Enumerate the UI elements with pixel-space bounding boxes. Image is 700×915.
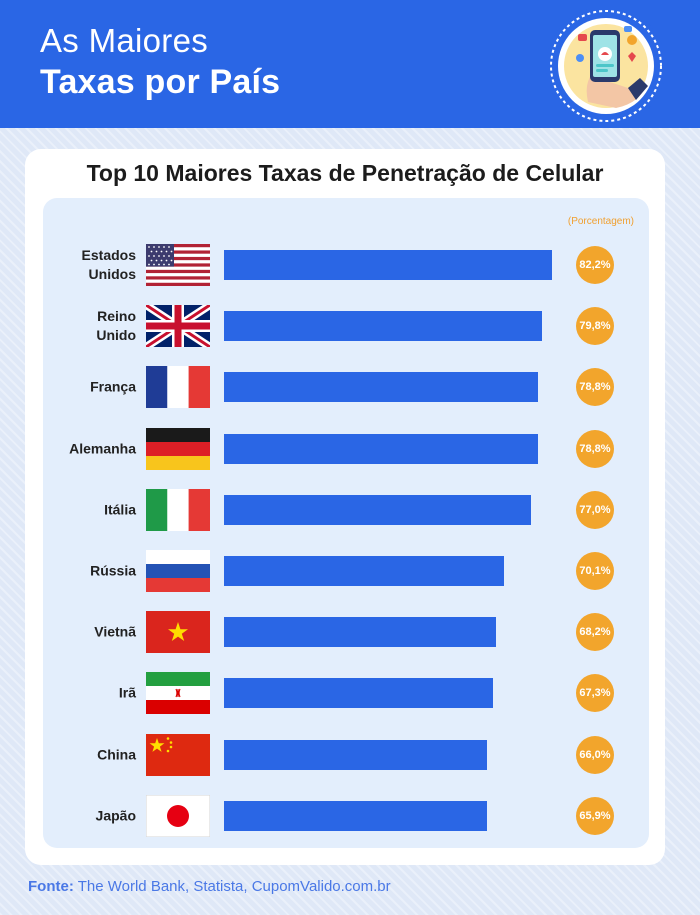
value-label: 82,2% [576, 246, 614, 284]
uk-flag-icon [143, 301, 213, 351]
bar [224, 494, 531, 525]
source-text: The World Bank, Statista, CupomValido.co… [77, 878, 391, 895]
header-title-line2: Taxas por País [40, 63, 281, 101]
category-label: Japão [50, 806, 136, 825]
header-banner: As Maiores Taxas por País [0, 0, 700, 128]
value-label: 66,0% [576, 735, 614, 774]
chart-title: Top 10 Maiores Taxas de Penetração de Ce… [86, 160, 604, 186]
bar [224, 617, 496, 648]
iran-flag-icon [146, 672, 210, 715]
category-label-line: Unidos [88, 266, 136, 282]
category-label-line: Japão [95, 807, 136, 824]
smartphone-hand-icon [546, 6, 666, 126]
category-label-line: Rússia [90, 562, 136, 579]
japan-flag-icon [145, 794, 211, 838]
category-label-line: Irã [118, 684, 136, 701]
bar [224, 800, 487, 831]
source-note: Fonte: The World Bank, Statista, CupomVa… [28, 878, 391, 895]
category-label: Reino Unido [50, 307, 136, 345]
category-label-line: China [97, 746, 136, 763]
us-flag-icon [146, 244, 210, 286]
vietnam-flag-icon [146, 611, 210, 654]
russia-flag-icon [146, 550, 210, 592]
category-label: Irã [50, 684, 136, 703]
category-label: China [50, 745, 136, 764]
category-label-line: Reino [97, 308, 136, 325]
value-label: 78,8% [576, 368, 614, 407]
value-label: 65,9% [576, 796, 614, 835]
bar [224, 433, 538, 464]
category-label-line: Vietnã [94, 623, 136, 640]
category-label: França [50, 378, 136, 397]
value-label: 67,3% [576, 674, 614, 713]
category-label-line: Unido [96, 327, 136, 344]
category-label-line: Estados [81, 247, 136, 263]
bar [224, 556, 504, 586]
header-title-line1: As Maiores [40, 22, 209, 59]
bar [224, 739, 487, 770]
france-flag-icon [146, 366, 210, 409]
category-label: Itália [50, 500, 136, 519]
value-label: 70,1% [576, 552, 614, 590]
bar [224, 372, 538, 403]
china-flag-icon [146, 733, 210, 776]
category-label: Rússia [50, 562, 136, 581]
italy-flag-icon [146, 488, 210, 531]
bar [224, 250, 552, 280]
germany-flag-icon [146, 427, 210, 470]
value-label: 68,2% [576, 613, 614, 652]
category-label: Alemanha [50, 439, 136, 458]
value-label: 77,0% [576, 490, 614, 529]
category-label-line: Alemanha [69, 440, 136, 457]
bar [224, 311, 542, 342]
category-label: Vietnã [50, 623, 136, 642]
unit-label: (Porcentagem) [567, 216, 634, 227]
bar [224, 678, 493, 709]
value-label: 78,8% [576, 429, 614, 468]
category-label: Estados Unidos [50, 246, 136, 284]
value-label: 79,8% [576, 307, 614, 346]
category-label-line: Itália [104, 501, 136, 518]
category-label-line: França [90, 378, 136, 395]
source-label: Fonte: [28, 878, 74, 895]
